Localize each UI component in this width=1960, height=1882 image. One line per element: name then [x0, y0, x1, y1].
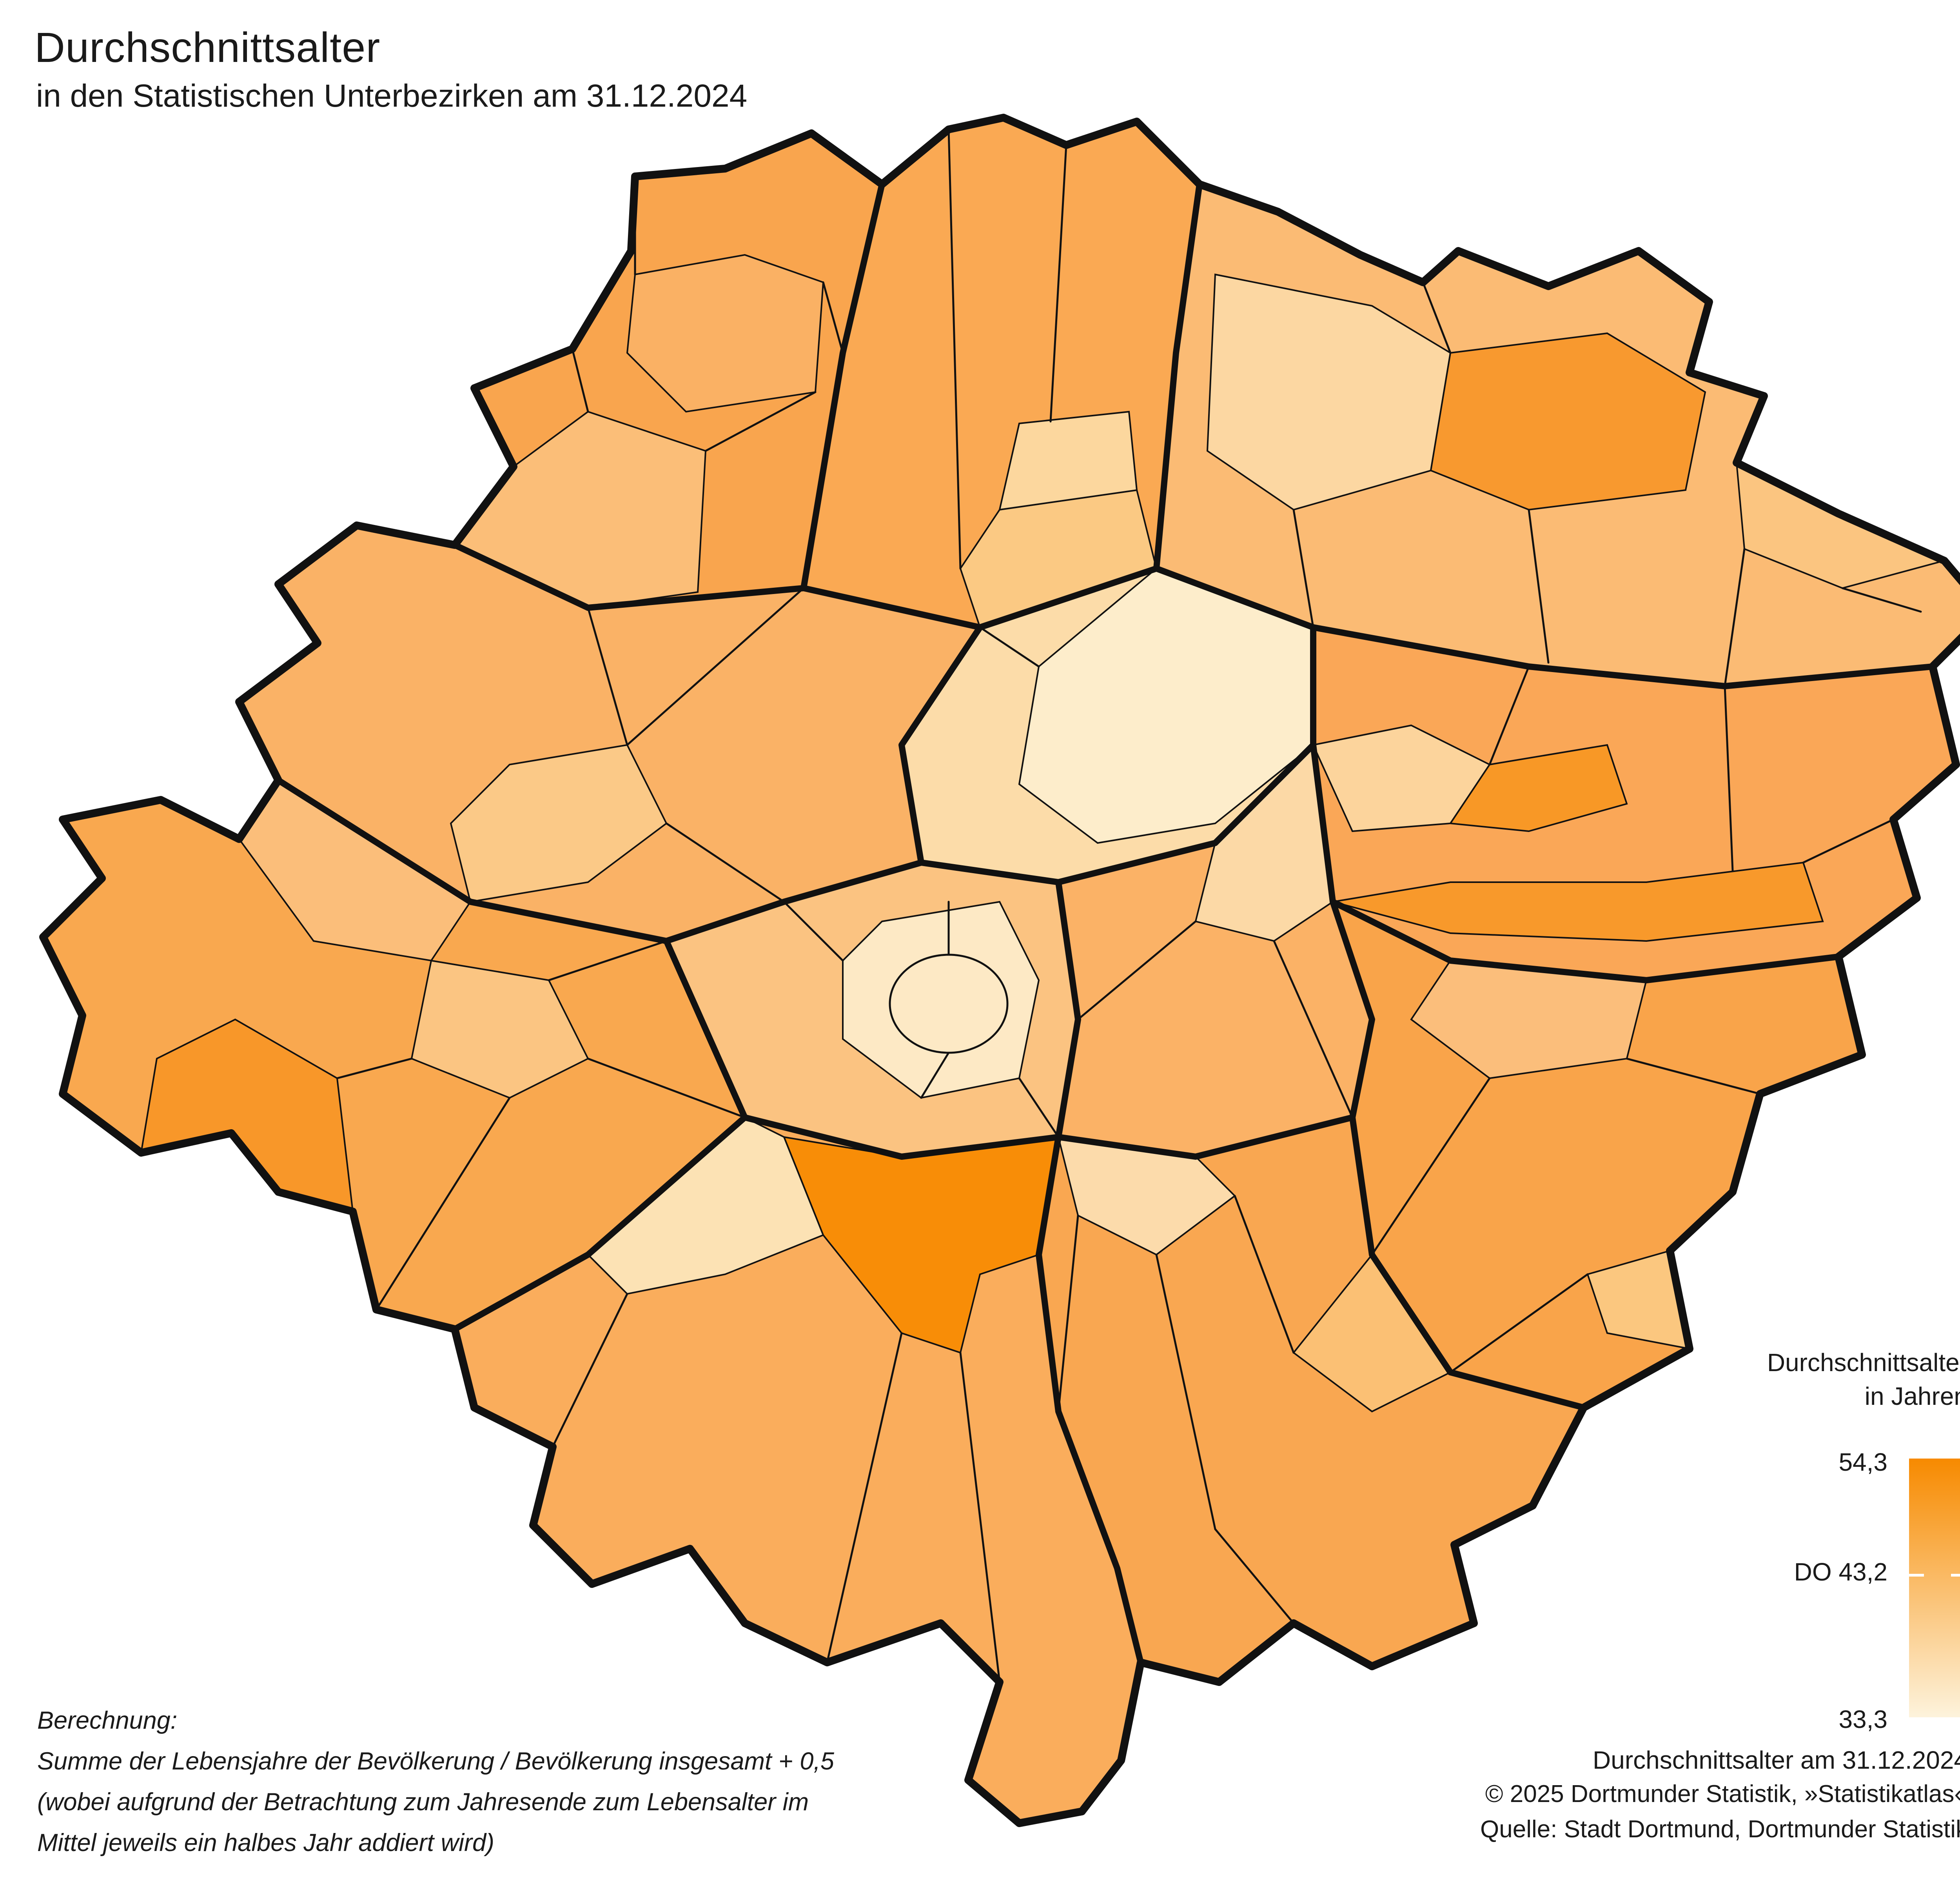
- district-border: [452, 1114, 748, 1332]
- subdistrict-border-innenstadt-west: [783, 901, 844, 962]
- subdistrict-border-scharnhorst: [1841, 587, 1922, 613]
- subdistrict-innenstadt-west-1: [842, 901, 1040, 1099]
- subdistrict-border-brackel: [1724, 685, 1734, 872]
- district-border: [1036, 1134, 1144, 1666]
- source-line: Quelle: Stadt Dortmund, Dortmunder Stati…: [1480, 1816, 1960, 1843]
- subdistrict-border-scharnhorst: [1292, 509, 1314, 629]
- district-border: [1055, 1114, 1356, 1160]
- subdistrict-border-hombruch: [552, 1293, 628, 1448]
- district-border: [1153, 565, 1316, 630]
- subdistrict-border-scharnhorst: [1422, 281, 1452, 354]
- subdistrict-scharnhorst-2: [1430, 332, 1706, 511]
- district-border: [1055, 879, 1081, 1140]
- district-border: [898, 624, 983, 866]
- legend-max-value: 54,3: [1838, 1448, 1887, 1476]
- legend-average-tick-left: [1909, 1574, 1924, 1577]
- district-border: [1310, 624, 1936, 689]
- subdistrict-border-mengede: [822, 281, 844, 354]
- calculation-note-heading: Berechnung:: [37, 1707, 178, 1734]
- subdistrict-border-scharnhorst: [1724, 548, 1746, 687]
- subdistrict-border-innenstadt-west: [920, 1052, 950, 1099]
- subdistrict-border-luetgendortmund: [375, 1097, 511, 1311]
- subdistrict-brackel-3: [1449, 744, 1628, 832]
- legend-min-value: 33,3: [1838, 1705, 1887, 1733]
- city-boundary: [39, 114, 1960, 1827]
- subdistrict-border-eving: [1049, 144, 1067, 423]
- legend-average-tick-right: [1951, 1574, 1960, 1577]
- district-border: [742, 1114, 1062, 1160]
- legend-color-gradient-bar: [1909, 1459, 1960, 1717]
- district-border: [1349, 1114, 1587, 1411]
- subdistrict-border-huckarde: [626, 587, 805, 746]
- subdistrict-border-innenstadt-ost: [1273, 940, 1354, 1119]
- subdistrict-border-brackel: [1802, 818, 1895, 864]
- subdistrict-border-innenstadt-ost: [1077, 920, 1197, 1021]
- district-border: [663, 859, 924, 1121]
- subdistrict-border-hoerde: [1155, 1253, 1216, 1530]
- copyright-line: © 2025 Dortmunder Statistik, »Statistika…: [1485, 1780, 1960, 1808]
- calculation-note-line: (wobei aufgrund der Betrachtung zum Jahr…: [37, 1788, 809, 1816]
- district-border: [275, 777, 670, 944]
- subdistrict-luetgendortmund-3: [410, 959, 589, 1099]
- subdistrict-border-hoerde: [1234, 1195, 1295, 1354]
- legend-title-line1: Durchschnittsalter: [1767, 1348, 1960, 1377]
- subdistrict-border-hombruch: [959, 1352, 1001, 1683]
- subdistrict-border-scharnhorst: [1528, 509, 1550, 664]
- district-border: [452, 542, 807, 611]
- subdistrict-border-brackel: [1488, 665, 1530, 766]
- subdistrict-brackel-1: [1332, 861, 1824, 942]
- subdistrict-border-luetgendortmund: [587, 1057, 746, 1119]
- district-border: [1153, 181, 1203, 572]
- subdistrict-border-innenstadt-west: [1018, 1077, 1060, 1138]
- subdistrict-border-eving: [947, 128, 962, 570]
- subdistrict-border-mengede: [704, 391, 817, 452]
- subdistrict-border-hoerde: [1214, 1528, 1295, 1624]
- calculation-note-line: Mittel jeweils ein halbes Jahr addiert w…: [37, 1829, 494, 1857]
- district-border: [800, 181, 885, 591]
- page-subtitle: in den Statistischen Unterbezirken am 31…: [36, 78, 748, 114]
- subdistrict-border-luetgendortmund: [548, 940, 668, 981]
- subdistrict-eving-2: [998, 411, 1138, 511]
- subdistrict-border-huckarde: [587, 607, 628, 746]
- subdistrict-border-mengede: [571, 348, 589, 413]
- district-border: [1330, 899, 1375, 1121]
- subdistrict-border-hombruch: [826, 1332, 903, 1664]
- district-border: [918, 742, 1316, 885]
- subdistrict-border-huckarde: [665, 822, 785, 903]
- subdistrict-border-luetgendortmund: [336, 1057, 413, 1079]
- district-border: [1330, 899, 1842, 983]
- subdistrict-border-aplerbeck: [1626, 1057, 1761, 1095]
- legend-title-line2: in Jahren: [1864, 1382, 1960, 1410]
- subdistrict-border-hoerde: [1057, 1214, 1079, 1413]
- subdistrict-border-aplerbeck: [1371, 1077, 1491, 1256]
- calculation-note-line: Summe der Lebensjahre der Bevölkerung / …: [37, 1748, 834, 1775]
- legend-city-average-value: DO 43,2: [1794, 1558, 1887, 1586]
- subdistrict-border-innenstadt-nord: [979, 626, 1040, 668]
- page-title: Durchschnittsalter: [34, 24, 381, 71]
- subdistrict-border-aplerbeck: [1449, 1273, 1589, 1373]
- legend-caption: Durchschnittsalter am 31.12.2024: [1593, 1746, 1960, 1774]
- inner-city-ring: [889, 954, 1009, 1054]
